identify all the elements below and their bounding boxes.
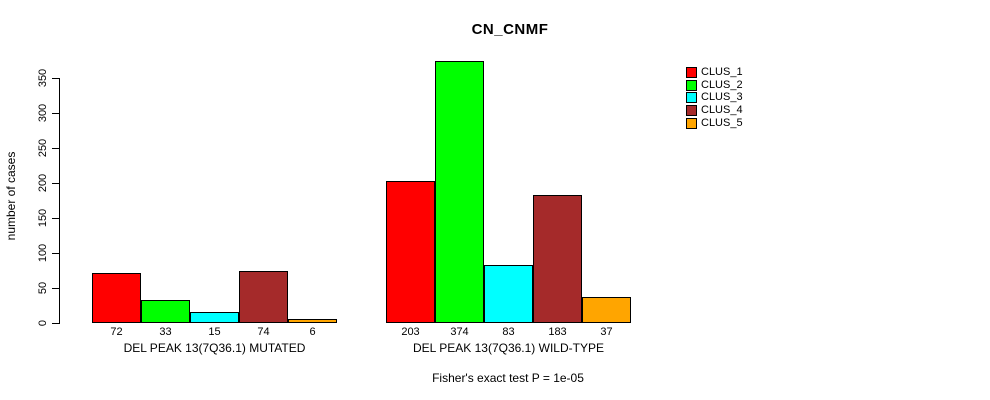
y-axis-tick-label: 250 [37,138,49,158]
legend-swatch-clus_1 [686,67,697,78]
legend-label-clus_4: CLUS_4 [701,104,743,116]
y-axis-tick [52,253,60,254]
fisher-test-annotation: Fisher's exact test P = 1e-05 [432,371,584,385]
legend-label-clus_2: CLUS_2 [701,79,743,91]
y-axis-tick [52,323,60,324]
bar-clus_5-group1 [288,319,337,323]
legend-label-clus_3: CLUS_3 [701,91,743,103]
y-axis-tick-label: 350 [37,68,49,88]
y-axis-tick [52,218,60,219]
bar-clus_4-group1 [239,271,288,323]
y-axis-tick [52,78,60,79]
bar-clus_1-group2 [386,181,435,323]
legend-swatch-clus_4 [686,105,697,116]
legend-label-clus_1: CLUS_1 [701,66,743,78]
y-axis-tick-label: 100 [37,243,49,263]
bar-value-label: 203 [401,326,420,338]
bar-value-label: 6 [309,326,316,338]
bar-value-label: 33 [159,326,172,338]
bar-value-label: 72 [110,326,123,338]
y-axis-label: number of cases [4,151,18,241]
bar-clus_3-group2 [484,265,533,323]
chart-title: CN_CNMF [471,21,549,38]
y-axis-tick-label: 300 [37,103,49,123]
bar-value-label: 183 [548,326,567,338]
legend-swatch-clus_3 [686,92,697,103]
y-axis-tick [52,288,60,289]
y-axis-tick-label: 200 [37,173,49,193]
x-axis-group-label: DEL PEAK 13(7Q36.1) WILD-TYPE [413,341,604,355]
bar-clus_4-group2 [533,195,582,323]
y-axis-tick [52,148,60,149]
legend-label-clus_5: CLUS_5 [701,117,743,129]
y-axis-tick [52,183,60,184]
bar-value-label: 15 [208,326,221,338]
bar-value-label: 374 [450,326,469,338]
bar-value-label: 83 [502,326,515,338]
bar-value-label: 74 [257,326,270,338]
bar-value-label: 37 [600,326,613,338]
y-axis-tick-label: 0 [37,319,49,327]
legend-swatch-clus_2 [686,80,697,91]
bar-clus_2-group2 [435,61,484,323]
bar-clus_3-group1 [190,312,239,323]
bar-clus_5-group2 [582,297,631,323]
legend-swatch-clus_5 [686,118,697,129]
bar-clus_1-group1 [92,273,141,323]
y-axis-line [59,78,60,324]
bar-clus_2-group1 [141,300,190,323]
y-axis-tick [52,113,60,114]
x-axis-group-label: DEL PEAK 13(7Q36.1) MUTATED [123,341,306,355]
y-axis-tick-label: 50 [37,281,49,295]
y-axis-tick-label: 150 [37,208,49,228]
